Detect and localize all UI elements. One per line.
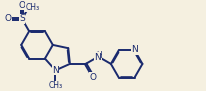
Text: O: O xyxy=(5,14,12,23)
Text: H: H xyxy=(96,51,102,60)
Text: CH₃: CH₃ xyxy=(25,3,40,12)
Text: CH₃: CH₃ xyxy=(48,81,63,90)
Text: N: N xyxy=(94,53,101,62)
Text: O: O xyxy=(19,1,26,10)
Text: O: O xyxy=(89,73,96,82)
Text: S: S xyxy=(19,14,25,23)
Text: N: N xyxy=(132,46,138,54)
Text: N: N xyxy=(52,66,59,75)
